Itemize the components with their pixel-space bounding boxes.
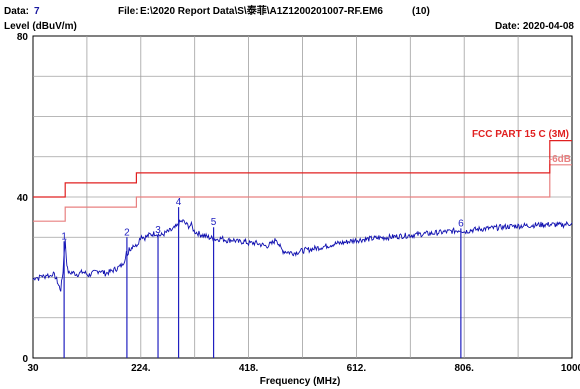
file-label: File: [118, 6, 139, 17]
x-tick-label: 612. [347, 363, 367, 374]
trace-line-0 [32, 218, 573, 292]
limit-line [33, 140, 572, 198]
marker-4-label: 4 [176, 197, 182, 208]
grid [33, 36, 572, 358]
marker-6-label: 6 [458, 218, 464, 229]
x-tick-label: 418. [239, 363, 259, 374]
x-axis-label: Frequency (MHz) [260, 376, 341, 387]
marker-5-label: 5 [211, 217, 217, 228]
file-path: E:\2020 Report Data\S\泰菲\A1Z1200201007-R… [140, 4, 383, 17]
margin-line-label: -6dB [549, 154, 571, 165]
marker-2-label: 2 [124, 227, 130, 238]
marker-1-label: 1 [61, 231, 67, 242]
y-tick-label: 80 [17, 32, 29, 43]
x-tick-label: 806. [454, 363, 474, 374]
y-tick-label: 40 [17, 193, 29, 204]
marker-group: 1 2 3 4 5 6 [61, 197, 464, 358]
file-suffix: (10) [412, 6, 430, 17]
x-tick-label: 30 [27, 363, 39, 374]
y-tick-labels: 0 40 80 [17, 32, 29, 365]
y-axis-label: Level (dBuV/m) [4, 21, 77, 32]
data-value: 7 [34, 6, 40, 17]
x-tick-label: 224. [131, 363, 151, 374]
y-tick-label: 0 [22, 354, 28, 365]
limit-line-label: FCC PART 15 C (3M) [472, 129, 569, 140]
date-label: Date: [495, 21, 520, 32]
data-label: Data: [4, 6, 29, 17]
limit-lines [33, 140, 572, 222]
date-value: 2020-04-08 [523, 21, 575, 32]
trace-group [32, 218, 573, 292]
marker-3-label: 3 [155, 225, 161, 236]
